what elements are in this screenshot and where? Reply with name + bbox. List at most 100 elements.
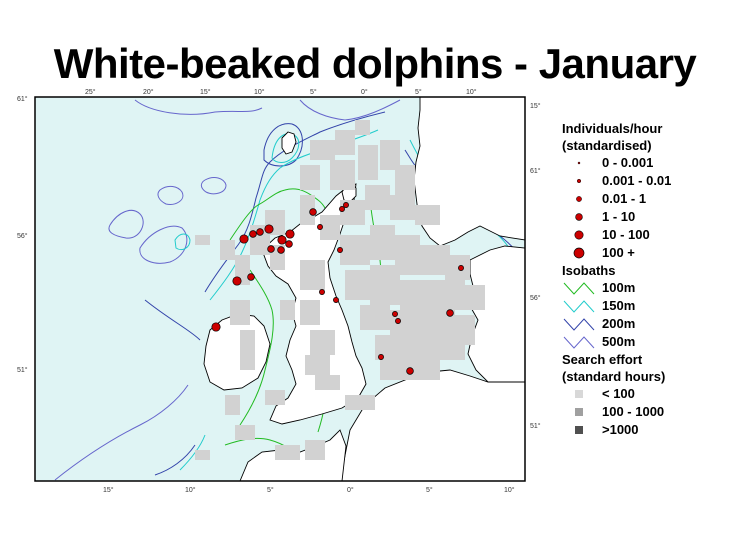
isobath-150m — [174, 129, 516, 471]
tick-bottom: 5° — [267, 486, 274, 494]
effort-cell — [430, 280, 465, 310]
sighting-marker — [446, 309, 454, 317]
legend-label: 100m — [602, 280, 636, 295]
tick-bottom: 0° — [347, 486, 354, 494]
effort-cell — [235, 425, 255, 440]
tick-top: 5° — [415, 88, 422, 96]
effort-cell — [300, 165, 320, 190]
tick-left: 56° — [17, 232, 28, 240]
legend-individuals-subtitle: (standardised) — [562, 138, 652, 153]
legend-row-individuals: 10 - 100 — [562, 226, 747, 244]
sighting-marker — [317, 224, 323, 230]
effort-cell — [230, 300, 250, 325]
legend-label: 0.01 - 1 — [602, 191, 647, 206]
sightings-layer — [211, 202, 464, 375]
sighting-marker — [211, 322, 221, 332]
tick-right: 56° — [530, 294, 541, 302]
legend-label: 200m — [602, 316, 636, 331]
sighting-marker — [264, 224, 274, 234]
legend-individuals-title: Individuals/hour — [562, 121, 663, 136]
legend-label: 100 - 1000 — [602, 404, 665, 419]
right-tick-labels: 15° 61° 56° 51° — [530, 102, 541, 430]
effort-cell — [315, 375, 340, 390]
bottom-tick-labels: 15° 10° 5° 0° 5° 10° — [103, 486, 515, 494]
dot-icon — [576, 196, 582, 202]
sighting-marker — [337, 247, 343, 253]
effort-cell — [345, 395, 375, 410]
effort-cell — [280, 300, 295, 320]
effort-cell — [300, 300, 320, 325]
effort-cell — [455, 315, 475, 345]
effort-cell — [340, 235, 370, 265]
effort-cell — [415, 205, 440, 225]
search-effort-cells — [195, 120, 485, 460]
isobath-500m — [54, 99, 401, 481]
dot-icon — [577, 161, 581, 165]
legend-label: < 100 — [602, 386, 635, 401]
tick-bottom: 10° — [504, 486, 515, 494]
tick-right: 51° — [530, 422, 541, 430]
sighting-marker — [285, 229, 295, 239]
effort-cell — [380, 140, 400, 170]
effort-cell — [358, 145, 378, 180]
effort-cell — [195, 450, 210, 460]
legend-row-individuals: 100 + — [562, 244, 747, 262]
tick-bottom: 5° — [426, 486, 433, 494]
dot-icon — [576, 178, 582, 184]
sighting-marker — [247, 273, 255, 281]
effort-cell — [240, 330, 255, 370]
sighting-marker — [277, 246, 285, 254]
legend-label: 0 - 0.001 — [602, 155, 654, 170]
effort-cell — [370, 225, 395, 260]
effort-cell — [220, 240, 235, 260]
effort-cell — [410, 365, 440, 380]
tick-top: 5° — [310, 88, 317, 96]
legend-label: >1000 — [602, 422, 639, 437]
effort-cell — [445, 255, 470, 280]
effort-cell — [310, 330, 335, 355]
legend-row-individuals: 0.01 - 1 — [562, 190, 747, 208]
sighting-marker — [406, 367, 414, 375]
effort-cell — [345, 270, 370, 300]
effort-square-icon — [575, 426, 583, 434]
effort-cell — [320, 215, 340, 240]
legend-row-isobath: 100m — [562, 279, 747, 297]
tick-top: 15° — [200, 88, 211, 96]
effort-cell — [390, 195, 415, 220]
legend-label: 10 - 100 — [602, 227, 650, 242]
effort-cell — [465, 285, 485, 310]
tick-top: 0° — [361, 88, 368, 96]
dot-icon — [574, 230, 584, 240]
land-norway — [413, 96, 526, 247]
top-tick-labels: 25° 20° 15° 10° 5° 0° 5° 10° — [85, 88, 477, 96]
effort-cell — [370, 265, 400, 305]
legend-label: 1 - 10 — [602, 209, 636, 224]
effort-cell — [380, 360, 410, 380]
effort-cell — [335, 130, 355, 155]
legend-row-effort: >1000 — [562, 421, 747, 439]
sighting-marker — [319, 289, 325, 295]
sighting-marker — [378, 354, 384, 360]
isobath-line-icon — [563, 282, 595, 295]
tick-right: 15° — [530, 102, 541, 110]
legend-label: 150m — [602, 298, 636, 313]
legend-effort-title: Search effort — [562, 352, 643, 367]
tick-bottom: 10° — [185, 486, 196, 494]
effort-cell — [195, 235, 210, 245]
tick-right: 61° — [530, 167, 541, 175]
sighting-marker — [392, 311, 398, 317]
legend-label: 100 + — [602, 245, 635, 260]
tick-left: 61° — [17, 95, 28, 103]
dot-icon — [575, 213, 583, 221]
sighting-marker — [285, 240, 293, 248]
tick-top: 20° — [143, 88, 154, 96]
sighting-marker — [343, 202, 349, 208]
isobath-line-icon — [563, 318, 595, 331]
sighting-marker — [458, 265, 464, 271]
tick-top: 10° — [254, 88, 265, 96]
effort-cell — [300, 195, 315, 225]
legend: Individuals/hour (standardised) 0 - 0.00… — [562, 120, 747, 439]
effort-cell — [225, 395, 240, 415]
legend-row-isobath: 150m — [562, 297, 747, 315]
effort-cell — [365, 185, 390, 210]
